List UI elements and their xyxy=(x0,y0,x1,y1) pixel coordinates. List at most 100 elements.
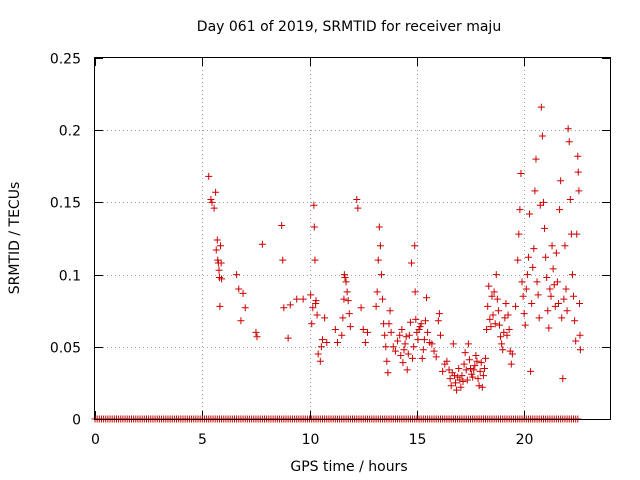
data-point xyxy=(376,242,384,250)
y-tick-label: 0.25 xyxy=(50,52,81,68)
data-point xyxy=(284,334,292,342)
data-point xyxy=(214,256,222,264)
data-point xyxy=(547,292,555,300)
data-point xyxy=(399,359,407,367)
data-point xyxy=(564,125,572,133)
data-point xyxy=(401,340,409,348)
data-point xyxy=(521,321,529,329)
data-point xyxy=(217,242,225,250)
data-point xyxy=(447,382,455,390)
data-point xyxy=(474,375,482,383)
data-point xyxy=(538,132,546,140)
data-point xyxy=(490,288,498,296)
data-point xyxy=(505,325,513,333)
data-point xyxy=(253,333,261,341)
data-point xyxy=(452,379,459,387)
data-point xyxy=(463,376,471,384)
data-point xyxy=(423,294,431,302)
data-point xyxy=(216,302,224,310)
data-point xyxy=(503,331,511,339)
tick-labels: 0 0.05 0.1 0.15 0.2 0.25 0 5 10 15 20 xyxy=(50,52,534,449)
data-point xyxy=(217,259,225,267)
data-point xyxy=(421,317,429,325)
data-point xyxy=(278,222,286,230)
data-point xyxy=(434,317,442,325)
data-point xyxy=(473,357,481,365)
y-tick-label: 0.1 xyxy=(59,269,81,285)
data-point xyxy=(479,372,487,380)
data-point xyxy=(386,307,394,315)
data-point xyxy=(405,331,413,339)
data-point xyxy=(280,304,288,312)
data-point xyxy=(396,331,404,339)
data-point xyxy=(398,325,406,333)
data-point xyxy=(293,295,301,303)
data-point xyxy=(512,302,520,310)
data-point xyxy=(516,206,524,214)
data-point xyxy=(498,340,506,348)
data-point xyxy=(208,198,216,206)
data-point xyxy=(239,289,247,297)
data-point xyxy=(415,325,423,333)
data-point xyxy=(359,325,367,333)
data-point xyxy=(449,340,457,348)
data-point xyxy=(556,206,564,214)
data-point xyxy=(515,230,523,238)
y-tick-label: 0.15 xyxy=(50,196,81,212)
data-point xyxy=(397,351,405,359)
data-point xyxy=(258,240,266,248)
data-point xyxy=(557,177,565,185)
data-point xyxy=(574,168,582,176)
data-point xyxy=(535,314,543,322)
data-point xyxy=(504,311,512,319)
data-point xyxy=(237,317,245,325)
data-point xyxy=(478,383,486,391)
data-point xyxy=(311,256,319,264)
grid xyxy=(95,58,610,419)
data-point xyxy=(524,253,532,261)
data-point xyxy=(313,311,321,319)
x-axis-label: GPS time / hours xyxy=(290,459,407,475)
data-point xyxy=(377,271,385,279)
data-point xyxy=(464,340,472,348)
data-point xyxy=(531,187,539,195)
data-points xyxy=(91,103,584,423)
data-point xyxy=(323,338,331,346)
data-point xyxy=(439,367,447,375)
data-point xyxy=(345,310,353,318)
data-point xyxy=(400,346,408,354)
data-point xyxy=(375,223,383,231)
data-point xyxy=(410,343,418,351)
data-point xyxy=(443,357,451,365)
data-point xyxy=(436,331,444,339)
data-point xyxy=(241,304,249,312)
data-point xyxy=(411,288,419,296)
y-tick-label: 0.2 xyxy=(59,124,81,140)
data-point xyxy=(310,201,318,209)
data-point xyxy=(316,357,324,365)
x-tick-label: 10 xyxy=(302,432,320,448)
data-point xyxy=(428,340,436,348)
data-point xyxy=(480,364,488,372)
data-point xyxy=(391,347,399,355)
data-point xyxy=(333,338,341,346)
data-point xyxy=(514,256,522,264)
data-point xyxy=(467,364,475,372)
data-point xyxy=(566,196,574,204)
data-point xyxy=(550,281,558,289)
data-point xyxy=(215,266,223,274)
data-point xyxy=(574,152,582,160)
data-point xyxy=(508,350,516,358)
data-point xyxy=(286,301,294,309)
data-point xyxy=(465,356,473,364)
data-point xyxy=(500,328,508,336)
data-point xyxy=(529,263,537,271)
data-point xyxy=(493,295,501,303)
data-point xyxy=(495,321,503,329)
data-point xyxy=(387,328,395,336)
data-point xyxy=(462,366,470,374)
data-point xyxy=(533,278,541,286)
data-point xyxy=(339,314,347,322)
data-point xyxy=(446,375,454,383)
